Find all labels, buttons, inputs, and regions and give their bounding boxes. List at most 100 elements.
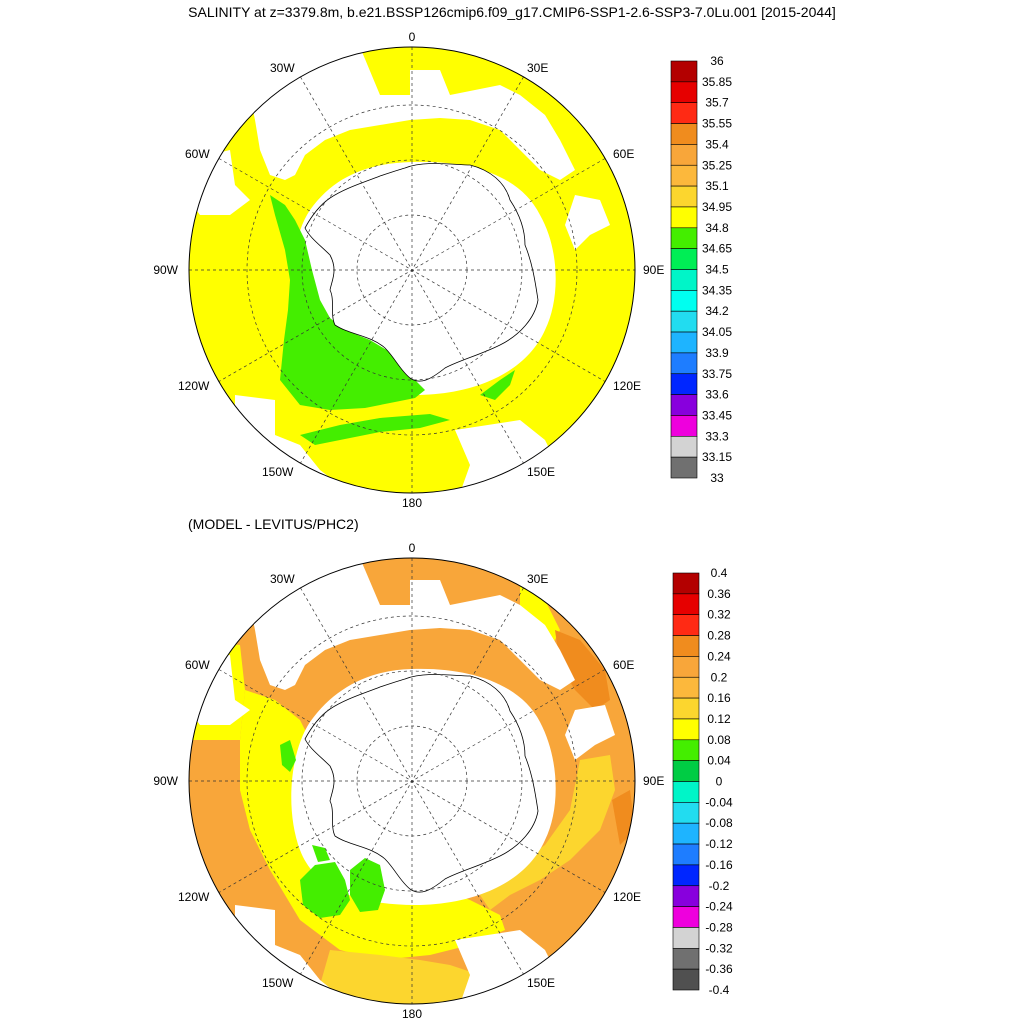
lon-label-60w: 60W <box>185 658 210 672</box>
salinity-colorbar: 36 35.85 35.7 35.55 35.4 35.25 35.1 34.95 34.8 34… <box>670 54 732 485</box>
salinity-map <box>188 46 636 494</box>
colorbar-swatch <box>672 927 700 949</box>
field-0.04-0.08 <box>350 858 385 912</box>
lon-label-180: 180 <box>402 496 422 510</box>
lon-label-120e: 120E <box>613 890 641 904</box>
colorbar-swatch <box>672 885 700 907</box>
colorbar-swatch <box>672 822 700 845</box>
colorbar-label: -0.4 <box>709 983 730 997</box>
lon-label-30e: 30E <box>527 572 548 586</box>
colorbar-swatch <box>670 373 698 395</box>
lon-label-0: 0 <box>409 30 416 44</box>
lon-label-30w: 30W <box>270 61 295 75</box>
colorbar-label: 0.04 <box>707 754 731 768</box>
missing-area <box>565 705 615 760</box>
colorbar-swatch <box>670 352 698 375</box>
colorbar-label: 35.85 <box>702 75 732 89</box>
lon-label-90e: 90E <box>643 774 664 788</box>
colorbar-label: -0.36 <box>705 962 733 976</box>
colorbar-swatch <box>672 697 700 720</box>
colorbar-label: 0.28 <box>707 629 731 643</box>
map-border <box>188 46 636 494</box>
colorbar-label: 0.32 <box>707 608 731 622</box>
colorbar-swatch <box>670 206 698 229</box>
lon-label-120w: 120W <box>178 890 210 904</box>
colorbar-swatch <box>672 676 700 699</box>
colorbar-swatch <box>670 435 698 458</box>
colorbar-swatch <box>672 635 700 657</box>
colorbar-swatch <box>670 290 698 312</box>
colorbar-swatch <box>672 802 700 824</box>
missing-area <box>250 558 575 690</box>
lon-label-90e: 90E <box>643 263 664 277</box>
lon-label-30w: 30W <box>270 572 295 586</box>
colorbar-label: 33.6 <box>705 388 729 402</box>
colorbar-label: -0.24 <box>705 900 733 914</box>
antarctica-land <box>304 163 539 382</box>
colorbar-swatch <box>670 185 698 208</box>
colorbar-swatch <box>670 269 698 291</box>
colorbar-label: 34.5 <box>705 263 729 277</box>
colorbar-label: 33.15 <box>702 450 732 464</box>
colorbar-swatch <box>670 394 698 416</box>
colorbar-swatch <box>670 415 698 437</box>
colorbar-label: 33.3 <box>705 429 729 443</box>
colorbar-label: 35.25 <box>702 158 732 172</box>
colorbar-label: -0.28 <box>705 920 733 934</box>
colorbar-label: 33.45 <box>702 408 732 422</box>
colorbar-swatch <box>672 593 700 615</box>
field-34.65-34.8 <box>300 414 450 445</box>
graticule <box>189 558 635 1004</box>
colorbar-swatch <box>670 456 698 479</box>
colorbar-label: 33.75 <box>702 367 732 381</box>
colorbar-label: 0.16 <box>707 691 731 705</box>
map-border <box>188 557 636 1005</box>
field-0.2-0.24 <box>555 630 610 710</box>
colorbar-swatch <box>670 60 698 83</box>
field-0.04-0.08 <box>280 740 296 772</box>
colorbar-label: 34.95 <box>702 200 732 214</box>
difference-map <box>188 557 636 1005</box>
lon-label-90w: 90W <box>153 774 178 788</box>
colorbar-label: 34.8 <box>705 221 729 235</box>
colorbar-label: 35.1 <box>705 179 729 193</box>
colorbar-swatch <box>672 656 700 678</box>
colorbar-swatch <box>672 781 700 803</box>
colorbar-swatch <box>670 81 698 103</box>
colorbar-swatch <box>672 843 700 866</box>
field-0.12-0.16 <box>320 950 480 1004</box>
colorbar-swatch <box>670 102 698 124</box>
colorbar-swatch <box>672 864 700 887</box>
lon-label-120e: 120E <box>613 379 641 393</box>
colorbar-swatch <box>670 164 698 187</box>
colorbar-label: 34.65 <box>702 242 732 256</box>
colorbar-swatch <box>672 760 700 782</box>
lon-label-150w: 150W <box>262 976 294 990</box>
colorbar-label: 34.35 <box>702 283 732 297</box>
difference-colorbar: 0.4 0.36 0.32 0.28 0.24 0.2 0.16 0.12 0.08 0.04 0 -… <box>672 566 733 997</box>
colorbar-swatch <box>670 331 698 354</box>
colorbar-label: 34.2 <box>705 304 729 318</box>
colorbar-label: 0.36 <box>707 587 731 601</box>
lon-label-180: 180 <box>402 1007 422 1021</box>
colorbar-label: -0.2 <box>709 879 730 893</box>
colorbar-swatch <box>670 123 698 145</box>
colorbar-label: 0.24 <box>707 649 731 663</box>
colorbar-label: 0.12 <box>707 712 731 726</box>
missing-area <box>565 195 610 250</box>
missing-area <box>250 47 575 180</box>
colorbar-label: 0.4 <box>711 566 728 580</box>
graticule <box>189 47 635 493</box>
lon-label-90w: 90W <box>153 263 178 277</box>
colorbar-swatch <box>672 739 700 761</box>
colorbar-label: 33.9 <box>705 346 729 360</box>
difference-subtitle: (MODEL - LEVITUS/PHC2) <box>188 516 359 532</box>
colorbar-swatch <box>672 614 700 636</box>
colorbar-label: 34.05 <box>702 325 732 339</box>
colorbar-label: 0.2 <box>711 670 728 684</box>
lon-label-120w: 120W <box>178 379 210 393</box>
colorbar-label: 0.08 <box>707 733 731 747</box>
colorbar-label: 35.4 <box>705 137 729 151</box>
colorbar-label: -0.08 <box>705 816 733 830</box>
